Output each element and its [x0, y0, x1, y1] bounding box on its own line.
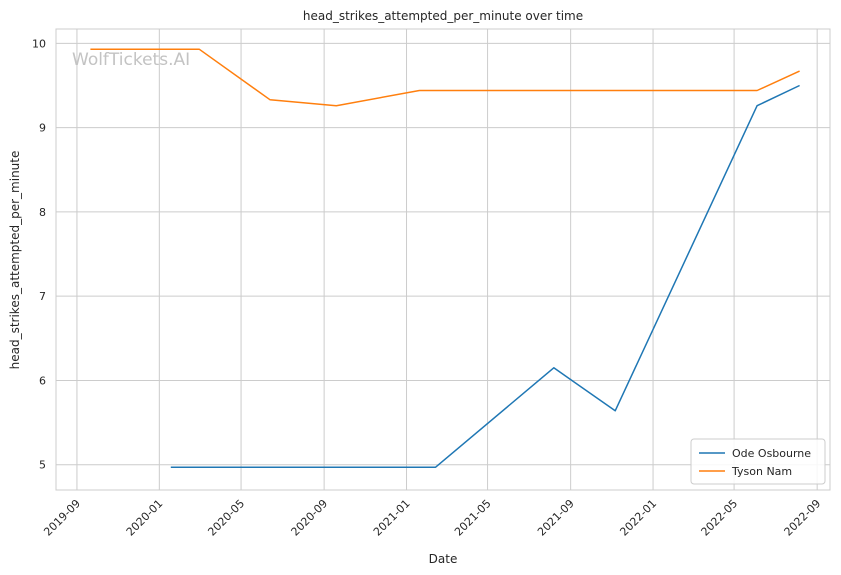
x-tick-label: 2021-09	[535, 497, 577, 539]
grid-lines	[56, 29, 830, 490]
x-tick-label: 2021-05	[452, 497, 494, 539]
y-tick-label: 6	[39, 374, 46, 387]
x-tick-label: 2022-01	[617, 497, 659, 539]
chart-title: head_strikes_attempted_per_minute over t…	[303, 9, 583, 23]
legend: Ode Osbourne Tyson Nam	[690, 438, 826, 485]
legend-label-0: Ode Osbourne	[732, 447, 811, 460]
x-axis-ticks: 2019-09 2020-01 2020-05 2020-09 2021-01 2021-…	[41, 497, 823, 539]
x-tick-label: 2022-05	[699, 497, 741, 539]
y-axis-label: head_strikes_attempted_per_minute	[8, 151, 22, 370]
x-tick-label: 2020-05	[205, 497, 247, 539]
y-tick-label: 10	[32, 37, 46, 50]
y-tick-label: 9	[39, 122, 46, 135]
y-tick-label: 7	[39, 290, 46, 303]
x-tick-label: 2020-01	[124, 497, 166, 539]
watermark: WolfTickets.AI	[72, 50, 190, 70]
x-tick-label: 2022-09	[782, 497, 824, 539]
x-tick-label: 2021-01	[371, 497, 413, 539]
y-tick-label: 8	[39, 206, 46, 219]
x-axis-label: Date	[429, 552, 458, 566]
legend-box	[690, 438, 826, 485]
plot-background	[56, 29, 830, 490]
y-tick-label: 5	[39, 459, 46, 472]
series-line-1	[90, 48, 800, 107]
legend-label-1: Tyson Nam	[731, 465, 792, 478]
y-axis-ticks: 5 6 7 8 9 10	[32, 37, 46, 471]
x-tick-label: 2019-09	[41, 497, 83, 539]
series-layer	[90, 48, 800, 468]
x-tick-label: 2020-09	[289, 497, 331, 539]
plot-frame	[55, 28, 831, 491]
series-line-0	[170, 84, 800, 468]
